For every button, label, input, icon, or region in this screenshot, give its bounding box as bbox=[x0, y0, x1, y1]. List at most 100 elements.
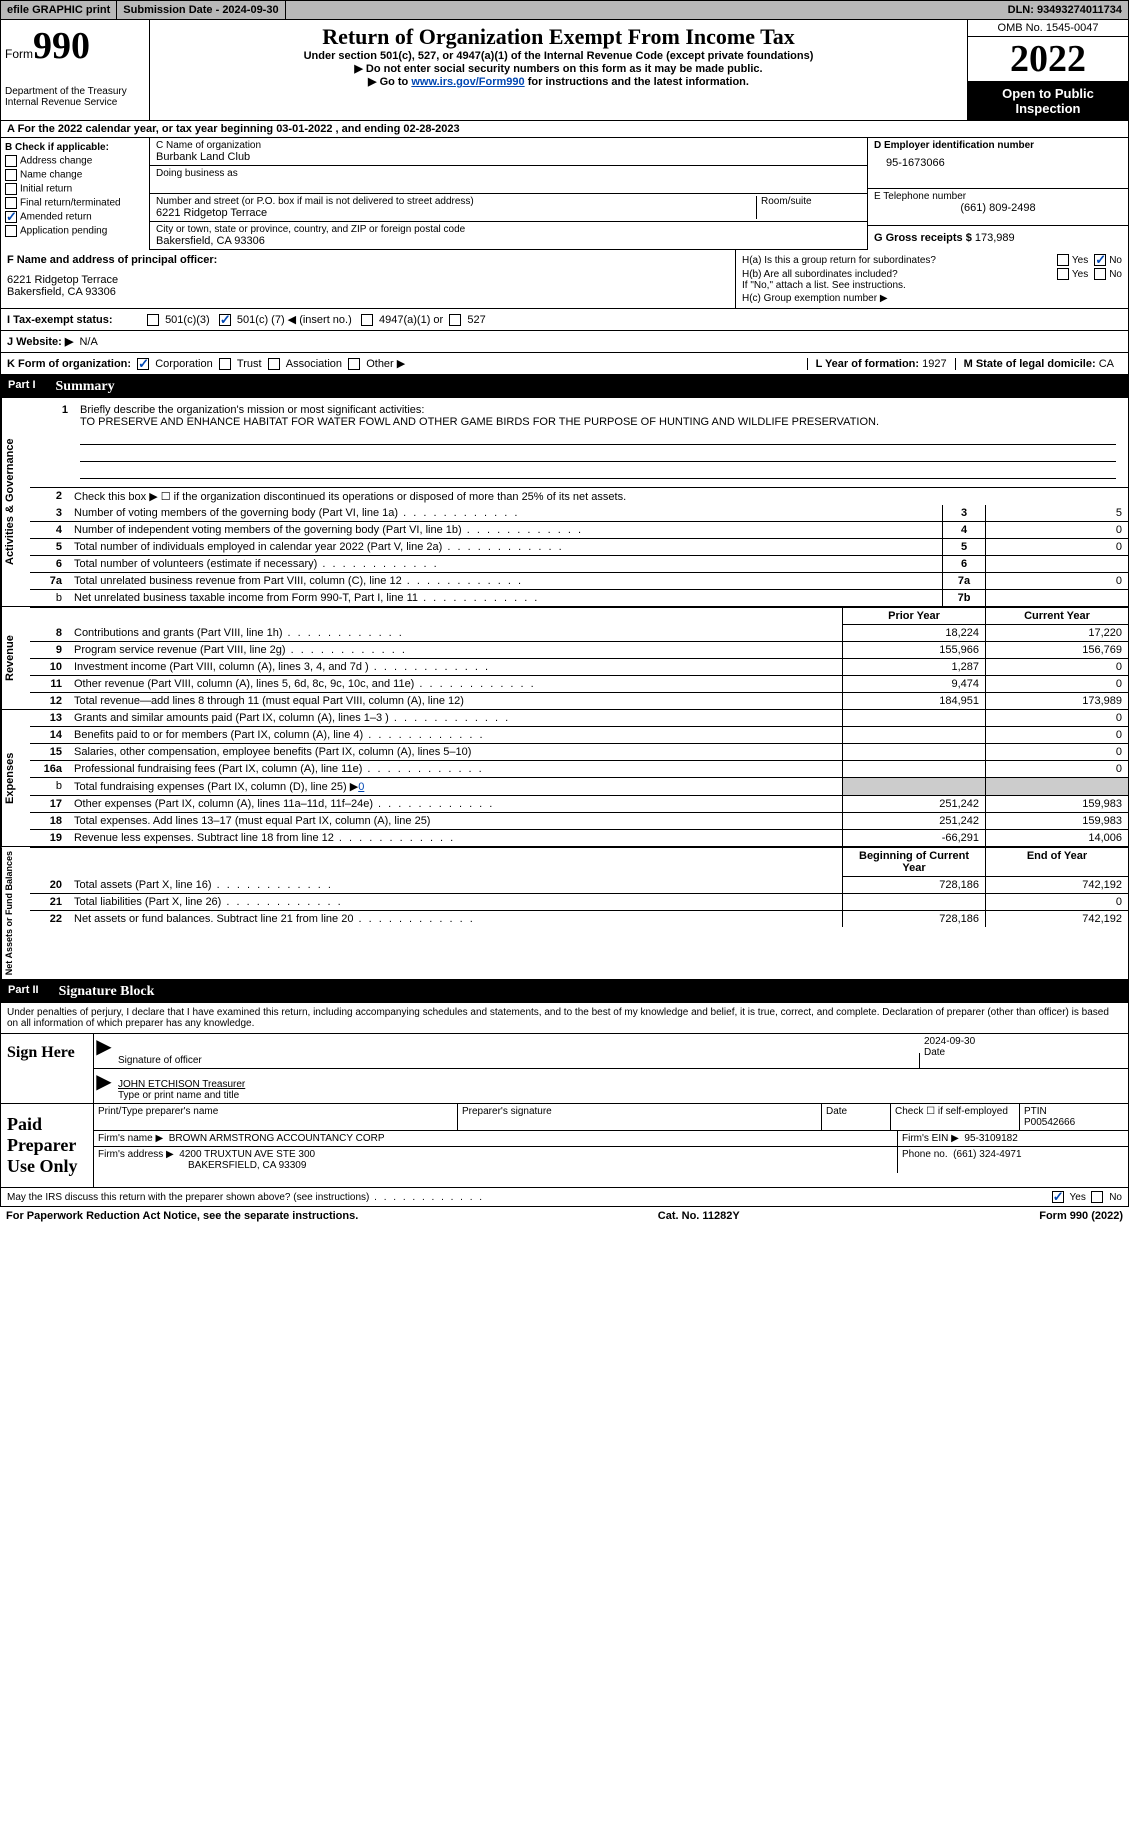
i-label: I Tax-exempt status: bbox=[7, 314, 147, 326]
val-7b bbox=[986, 590, 1129, 607]
vert-netassets: Net Assets or Fund Balances bbox=[1, 847, 30, 979]
line-9: Program service revenue (Part VIII, line… bbox=[68, 642, 843, 659]
tax-year: 2022 bbox=[968, 37, 1128, 82]
p13 bbox=[843, 710, 986, 727]
name-title-label: Type or print name and title bbox=[118, 1090, 1124, 1101]
chk-527[interactable] bbox=[449, 314, 461, 326]
expenses-section: Expenses 13Grants and similar amounts pa… bbox=[0, 710, 1129, 847]
no-label: No bbox=[1109, 255, 1122, 266]
chk-final-return[interactable]: Final return/terminated bbox=[5, 197, 145, 209]
dba-label: Doing business as bbox=[156, 168, 861, 179]
chk-address-change[interactable]: Address change bbox=[5, 155, 145, 167]
ha-yes-chk[interactable] bbox=[1057, 254, 1069, 266]
firm-name: BROWN ARMSTRONG ACCOUNTANCY CORP bbox=[169, 1133, 385, 1144]
c22: 742,192 bbox=[986, 911, 1129, 928]
p22: 728,186 bbox=[843, 911, 986, 928]
self-employed-chk[interactable]: Check ☐ if self-employed bbox=[891, 1104, 1020, 1130]
val-6 bbox=[986, 556, 1129, 573]
year-formation: 1927 bbox=[922, 358, 946, 370]
chk-other[interactable] bbox=[348, 358, 360, 370]
c15: 0 bbox=[986, 744, 1129, 761]
may-irs-discuss: May the IRS discuss this return with the… bbox=[7, 1192, 484, 1203]
firm-ein-label: Firm's EIN ▶ bbox=[902, 1133, 959, 1144]
firm-ein: 95-3109182 bbox=[964, 1133, 1017, 1144]
part-1-title: Summary bbox=[56, 379, 115, 395]
p15 bbox=[843, 744, 986, 761]
p21 bbox=[843, 894, 986, 911]
firm-name-label: Firm's name ▶ bbox=[98, 1133, 163, 1144]
discuss-yes-chk[interactable] bbox=[1052, 1191, 1064, 1203]
c21: 0 bbox=[986, 894, 1129, 911]
open-to-public: Open to Public Inspection bbox=[968, 82, 1128, 120]
end-year-hdr: End of Year bbox=[986, 848, 1129, 877]
instr2-post: for instructions and the latest informat… bbox=[525, 76, 749, 88]
hb-yes-chk[interactable] bbox=[1057, 268, 1069, 280]
chk-501c3[interactable] bbox=[147, 314, 159, 326]
officer-name-title: JOHN ETCHISON Treasurer bbox=[118, 1079, 1124, 1090]
prep-date-label: Date bbox=[822, 1104, 891, 1130]
perjury-declaration: Under penalties of perjury, I declare th… bbox=[1, 1003, 1128, 1033]
chk-association[interactable] bbox=[268, 358, 280, 370]
signature-section: Under penalties of perjury, I declare th… bbox=[0, 1003, 1129, 1188]
vert-revenue: Revenue bbox=[1, 607, 30, 709]
chk-name-change[interactable]: Name change bbox=[5, 169, 145, 181]
row-j-website: J Website: ▶ N/A bbox=[0, 331, 1129, 353]
line-7b: Net unrelated business taxable income fr… bbox=[68, 590, 943, 607]
p10: 1,287 bbox=[843, 659, 986, 676]
room-label: Room/suite bbox=[761, 196, 861, 207]
c11: 0 bbox=[986, 676, 1129, 693]
line-15: Salaries, other compensation, employee b… bbox=[68, 744, 843, 761]
line-22: Net assets or fund balances. Subtract li… bbox=[68, 911, 843, 928]
instr2-pre: ▶ Go to bbox=[368, 76, 411, 88]
ha-no-chk[interactable] bbox=[1094, 254, 1106, 266]
chk-amended-return[interactable]: Amended return bbox=[5, 211, 145, 223]
chk-501c[interactable] bbox=[219, 314, 231, 326]
officer-sig-label: Signature of officer bbox=[114, 1053, 920, 1068]
line-5: Total number of individuals employed in … bbox=[68, 539, 943, 556]
hb-no-chk[interactable] bbox=[1094, 268, 1106, 280]
chk-trust[interactable] bbox=[219, 358, 231, 370]
city-value: Bakersfield, CA 93306 bbox=[156, 235, 861, 247]
city-label: City or town, state or province, country… bbox=[156, 224, 861, 235]
vert-expenses: Expenses bbox=[1, 710, 30, 846]
chk-4947[interactable] bbox=[361, 314, 373, 326]
phone-value: (661) 809-2498 bbox=[874, 202, 1122, 214]
form-word: Form bbox=[5, 47, 33, 61]
prep-sig-label: Preparer's signature bbox=[458, 1104, 822, 1130]
p16a bbox=[843, 761, 986, 778]
d-ein-label: D Employer identification number bbox=[874, 140, 1122, 151]
chk-corporation[interactable] bbox=[137, 358, 149, 370]
submission-date: Submission Date - 2024-09-30 bbox=[117, 1, 285, 19]
p14 bbox=[843, 727, 986, 744]
yes-label: Yes bbox=[1072, 255, 1088, 266]
mission-label: Briefly describe the organization's miss… bbox=[80, 404, 424, 416]
c19: 14,006 bbox=[986, 830, 1129, 847]
row-a-tax-year: A For the 2022 calendar year, or tax yea… bbox=[0, 121, 1129, 138]
street-address: 6221 Ridgetop Terrace bbox=[156, 207, 756, 219]
ha-label: H(a) Is this a group return for subordin… bbox=[742, 255, 1057, 266]
e-phone-label: E Telephone number bbox=[874, 191, 1122, 202]
line-12: Total revenue—add lines 8 through 11 (mu… bbox=[68, 693, 843, 710]
section-b-c-d: B Check if applicable: Address change Na… bbox=[0, 138, 1129, 250]
discuss-no-chk[interactable] bbox=[1091, 1191, 1103, 1203]
irs-link[interactable]: www.irs.gov/Form990 bbox=[411, 76, 524, 88]
catalog-number: Cat. No. 11282Y bbox=[658, 1210, 740, 1222]
line-13: Grants and similar amounts paid (Part IX… bbox=[68, 710, 843, 727]
m-label: M State of legal domicile: bbox=[964, 358, 1096, 370]
activities-governance-section: Activities & Governance 1 Briefly descri… bbox=[0, 398, 1129, 607]
p18: 251,242 bbox=[843, 813, 986, 830]
p12: 184,951 bbox=[843, 693, 986, 710]
efile-label: efile GRAPHIC print bbox=[1, 1, 117, 19]
val-4: 0 bbox=[986, 522, 1129, 539]
chk-application-pending[interactable]: Application pending bbox=[5, 225, 145, 237]
f-label: F Name and address of principal officer: bbox=[7, 254, 729, 266]
fundraising-exp: 0 bbox=[358, 781, 364, 793]
p9: 155,966 bbox=[843, 642, 986, 659]
chk-initial-return[interactable]: Initial return bbox=[5, 183, 145, 195]
row-i-tax-status: I Tax-exempt status: 501(c)(3) 501(c) (7… bbox=[0, 309, 1129, 331]
website-value: N/A bbox=[79, 336, 97, 348]
b-header: B Check if applicable: bbox=[5, 142, 145, 153]
line-8: Contributions and grants (Part VIII, lin… bbox=[68, 625, 843, 642]
g-gross-label: G Gross receipts $ bbox=[874, 232, 972, 244]
form-title: Return of Organization Exempt From Incom… bbox=[154, 24, 963, 50]
